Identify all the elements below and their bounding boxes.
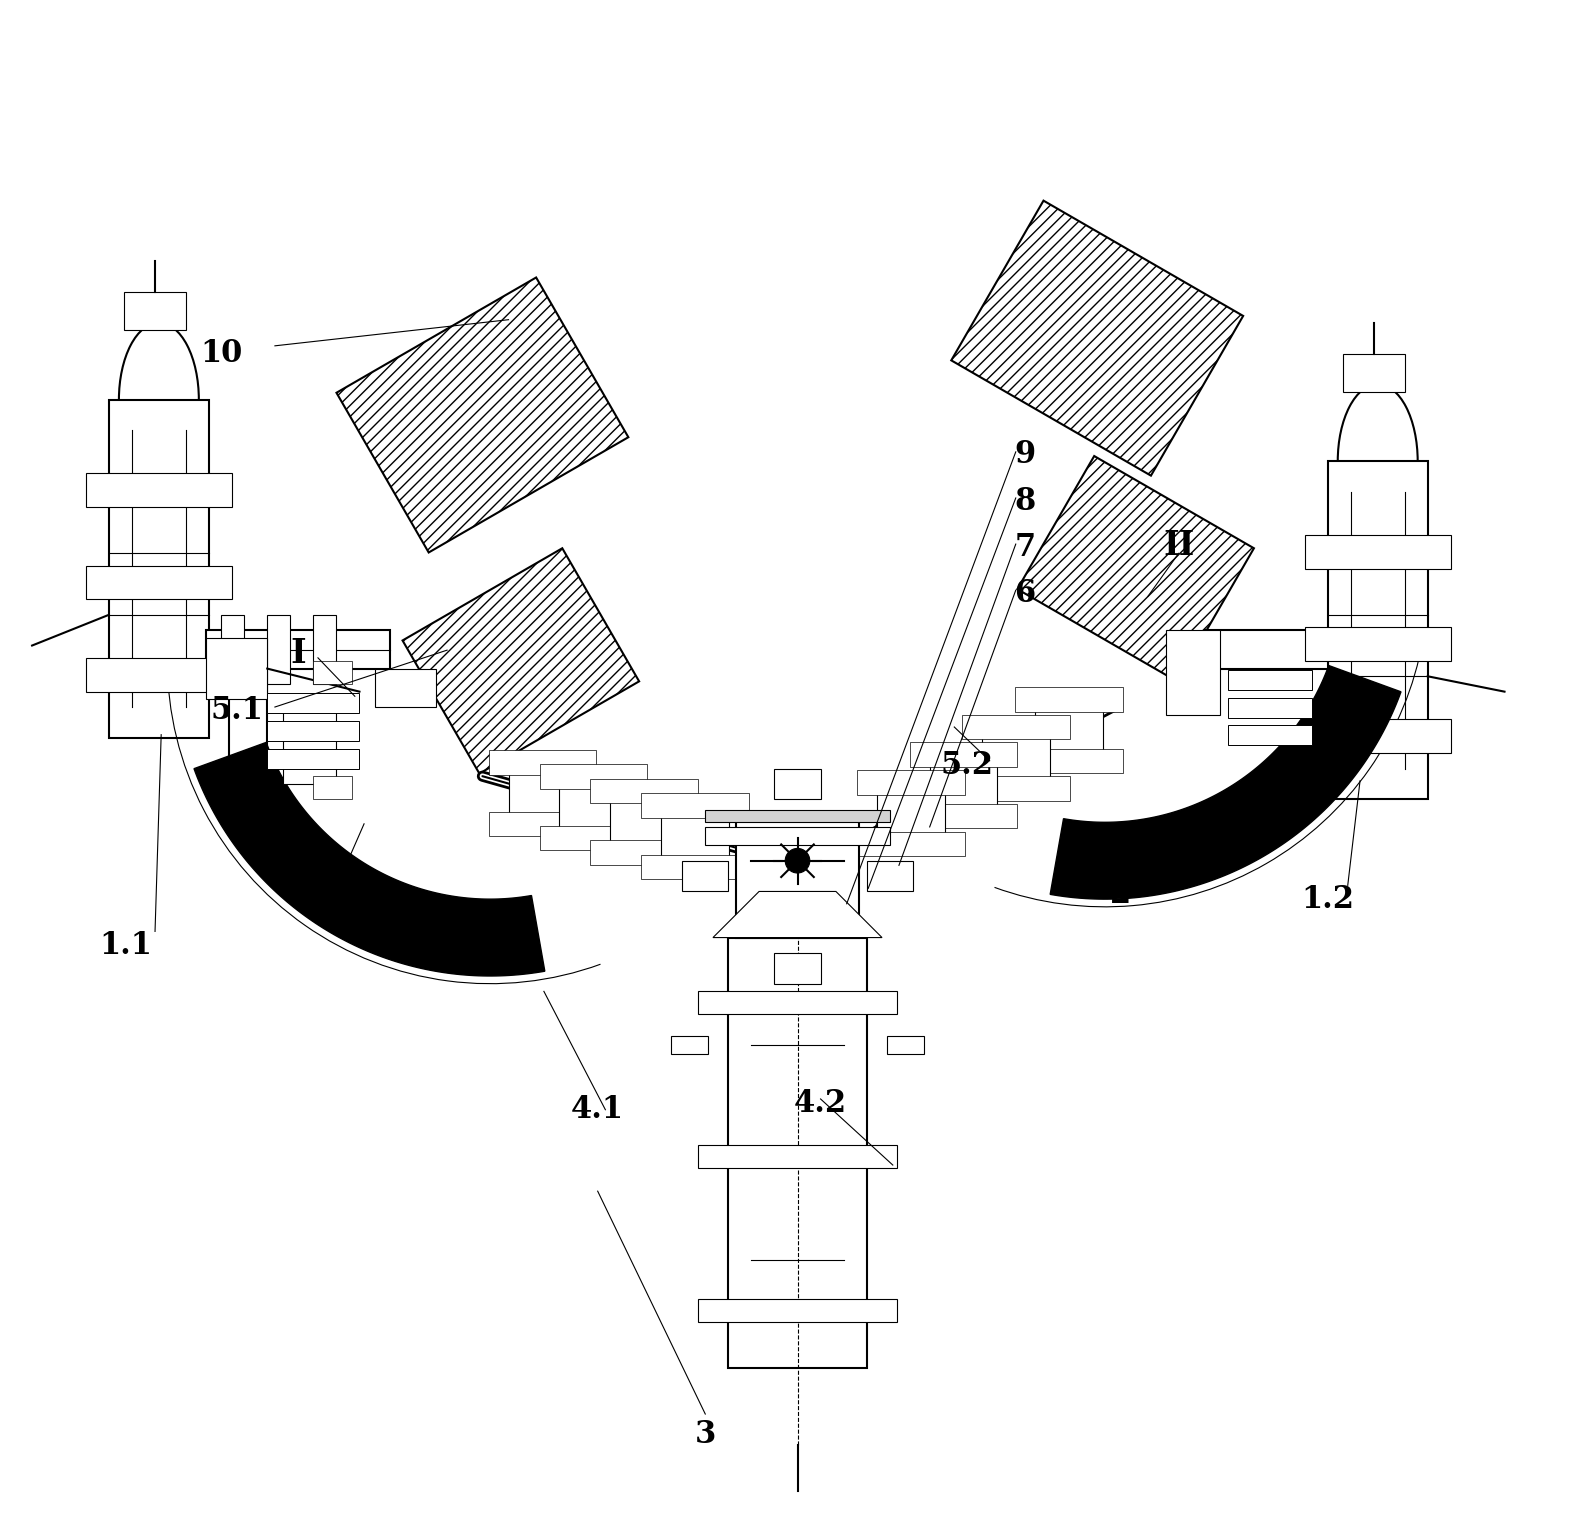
- Polygon shape: [195, 742, 545, 976]
- Bar: [697, 1299, 898, 1322]
- FancyBboxPatch shape: [402, 549, 640, 773]
- Bar: [268, 693, 359, 713]
- FancyBboxPatch shape: [337, 278, 628, 552]
- Bar: [705, 810, 890, 822]
- Bar: [268, 749, 359, 768]
- Bar: [930, 752, 997, 819]
- Bar: [729, 938, 866, 1368]
- Bar: [86, 566, 231, 599]
- Text: 3: 3: [694, 1419, 716, 1449]
- Bar: [775, 768, 820, 799]
- Text: 10: 10: [199, 338, 242, 369]
- Bar: [662, 802, 729, 870]
- Text: 4.1: 4.1: [571, 1094, 624, 1125]
- Bar: [590, 779, 699, 804]
- Bar: [124, 292, 185, 330]
- Bar: [611, 788, 678, 856]
- Polygon shape: [1050, 666, 1400, 899]
- Bar: [1204, 630, 1327, 669]
- Bar: [877, 779, 944, 847]
- Text: 4.2: 4.2: [794, 1088, 847, 1119]
- Bar: [641, 793, 750, 818]
- FancyBboxPatch shape: [1018, 456, 1254, 681]
- Bar: [909, 804, 1018, 828]
- Text: 7: 7: [1014, 532, 1035, 563]
- Text: II: II: [1163, 529, 1195, 563]
- Text: 6: 6: [1014, 578, 1035, 609]
- Bar: [962, 776, 1070, 801]
- Text: 8: 8: [1014, 486, 1035, 516]
- Bar: [509, 759, 576, 827]
- Bar: [539, 764, 648, 788]
- Bar: [1343, 354, 1405, 392]
- Bar: [313, 661, 352, 684]
- Bar: [1305, 535, 1451, 569]
- Bar: [697, 991, 898, 1014]
- Bar: [983, 724, 1050, 792]
- Bar: [1327, 461, 1428, 799]
- Bar: [228, 661, 268, 815]
- Bar: [1305, 627, 1451, 661]
- Text: 2: 2: [322, 861, 345, 891]
- Bar: [1228, 698, 1313, 718]
- Bar: [590, 841, 699, 865]
- Bar: [641, 855, 750, 879]
- Bar: [1014, 749, 1123, 773]
- Bar: [1228, 725, 1313, 745]
- Bar: [866, 861, 912, 891]
- Bar: [282, 699, 337, 784]
- Text: 5.1: 5.1: [211, 695, 263, 725]
- Text: I: I: [290, 636, 306, 670]
- Bar: [683, 861, 729, 891]
- FancyBboxPatch shape: [951, 201, 1243, 475]
- Bar: [488, 812, 597, 836]
- Bar: [86, 473, 231, 507]
- Text: 5.2: 5.2: [939, 750, 994, 781]
- Bar: [1035, 696, 1102, 764]
- Bar: [560, 773, 627, 841]
- Bar: [735, 815, 860, 938]
- Bar: [206, 638, 268, 699]
- Bar: [962, 715, 1070, 739]
- Bar: [268, 615, 290, 684]
- Bar: [705, 827, 890, 845]
- Text: 9: 9: [1014, 440, 1035, 470]
- Text: 1.1: 1.1: [99, 930, 152, 961]
- Bar: [857, 770, 965, 795]
- Bar: [1228, 670, 1313, 690]
- Circle shape: [785, 848, 810, 873]
- Bar: [1014, 687, 1123, 712]
- Bar: [313, 615, 337, 684]
- Bar: [206, 630, 391, 669]
- Bar: [86, 658, 231, 692]
- Bar: [887, 1036, 924, 1054]
- Bar: [909, 742, 1018, 767]
- Bar: [671, 1036, 708, 1054]
- Bar: [1166, 630, 1220, 715]
- Bar: [268, 721, 359, 741]
- Text: 1.2: 1.2: [1302, 884, 1354, 915]
- Bar: [488, 750, 597, 775]
- Bar: [539, 825, 648, 850]
- Bar: [775, 953, 820, 984]
- Polygon shape: [713, 891, 882, 938]
- Bar: [857, 832, 965, 856]
- Text: 2: 2: [1110, 879, 1131, 910]
- Bar: [1305, 719, 1451, 753]
- Bar: [375, 669, 437, 707]
- Bar: [222, 615, 244, 684]
- Bar: [697, 1145, 898, 1168]
- Bar: [108, 400, 209, 738]
- Bar: [313, 776, 352, 799]
